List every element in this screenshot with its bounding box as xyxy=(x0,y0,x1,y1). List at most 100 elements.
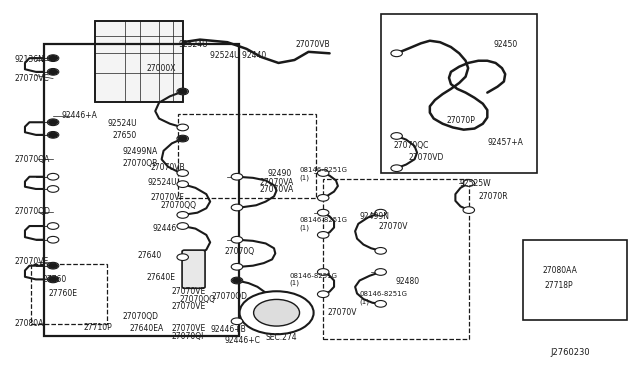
Text: 27070QB: 27070QB xyxy=(122,158,157,167)
Text: 92450: 92450 xyxy=(493,40,518,49)
Text: 92490: 92490 xyxy=(268,169,292,177)
Circle shape xyxy=(49,120,58,125)
Text: 27070V: 27070V xyxy=(379,221,408,231)
Text: 27070V: 27070V xyxy=(328,308,357,317)
Circle shape xyxy=(391,50,403,57)
Circle shape xyxy=(375,247,387,254)
FancyBboxPatch shape xyxy=(182,250,205,288)
Circle shape xyxy=(47,119,59,126)
Circle shape xyxy=(49,55,58,61)
Text: J2760230: J2760230 xyxy=(550,347,589,356)
Text: 27070P: 27070P xyxy=(447,116,476,125)
Circle shape xyxy=(177,88,188,95)
Text: 27760: 27760 xyxy=(42,275,67,284)
Circle shape xyxy=(49,263,58,268)
Text: 08146-8251G
(1): 08146-8251G (1) xyxy=(300,217,348,231)
Circle shape xyxy=(47,68,59,75)
Circle shape xyxy=(391,133,403,139)
Circle shape xyxy=(231,236,243,243)
Circle shape xyxy=(47,55,59,61)
Text: 27070VE: 27070VE xyxy=(172,287,206,296)
Circle shape xyxy=(375,301,387,307)
Circle shape xyxy=(177,181,188,187)
Circle shape xyxy=(232,278,241,283)
Text: 27070VE: 27070VE xyxy=(172,324,206,333)
Text: 27070QA: 27070QA xyxy=(15,155,50,164)
Circle shape xyxy=(49,69,58,74)
Text: 27070VE: 27070VE xyxy=(15,257,49,266)
Circle shape xyxy=(47,132,59,138)
Circle shape xyxy=(177,170,188,176)
Text: 92446: 92446 xyxy=(153,224,177,233)
Text: 27760E: 27760E xyxy=(49,289,77,298)
Circle shape xyxy=(317,291,329,298)
Bar xyxy=(95,21,183,102)
Circle shape xyxy=(231,173,243,180)
Circle shape xyxy=(231,277,243,284)
Text: 92525W: 92525W xyxy=(460,179,491,187)
Circle shape xyxy=(463,180,474,186)
Text: 92499N: 92499N xyxy=(360,212,390,221)
Circle shape xyxy=(177,223,188,230)
Circle shape xyxy=(47,223,59,230)
Text: 27070VB: 27070VB xyxy=(296,40,330,49)
Text: SEC.274: SEC.274 xyxy=(266,333,298,342)
Circle shape xyxy=(375,269,387,275)
Circle shape xyxy=(317,195,329,201)
Circle shape xyxy=(317,269,329,275)
Text: 27070QQ: 27070QQ xyxy=(179,295,216,304)
Text: 92524U: 92524U xyxy=(178,40,208,49)
Text: 92136N: 92136N xyxy=(15,55,45,64)
Text: 27070QD: 27070QD xyxy=(122,312,158,321)
Text: 27070VB: 27070VB xyxy=(151,163,186,172)
Circle shape xyxy=(253,299,300,326)
Text: 27070QQ: 27070QQ xyxy=(161,201,196,210)
Circle shape xyxy=(317,209,329,216)
Text: 92524U: 92524U xyxy=(108,119,137,128)
Text: 27640: 27640 xyxy=(138,251,163,260)
Text: 92524U: 92524U xyxy=(148,178,177,187)
Text: 92499NA: 92499NA xyxy=(122,147,157,156)
Text: 92446+B: 92446+B xyxy=(210,325,246,334)
Circle shape xyxy=(177,212,188,218)
Text: 08146-8251G
(1): 08146-8251G (1) xyxy=(300,167,348,181)
Bar xyxy=(95,21,183,102)
Text: 27070QC: 27070QC xyxy=(394,141,429,151)
Text: 27070QD: 27070QD xyxy=(211,292,248,301)
Bar xyxy=(178,115,316,198)
Text: 27650: 27650 xyxy=(113,131,137,141)
Text: 27070Q: 27070Q xyxy=(224,247,254,256)
Bar xyxy=(31,264,107,324)
Circle shape xyxy=(49,277,58,282)
Text: 92457+A: 92457+A xyxy=(487,138,523,147)
Text: 92524U 92440: 92524U 92440 xyxy=(210,51,266,60)
Text: 27080A: 27080A xyxy=(15,320,44,328)
Text: 92446+C: 92446+C xyxy=(224,336,260,346)
Circle shape xyxy=(178,136,187,141)
Text: 08146-8251G
(1): 08146-8251G (1) xyxy=(360,291,408,305)
Text: 27070VC: 27070VC xyxy=(15,74,49,83)
Circle shape xyxy=(463,207,474,214)
Bar xyxy=(323,179,468,339)
Bar xyxy=(95,21,183,102)
Circle shape xyxy=(231,263,243,270)
Text: 27640EA: 27640EA xyxy=(130,324,164,333)
Circle shape xyxy=(178,89,187,94)
Text: 27070VD: 27070VD xyxy=(408,153,444,161)
Circle shape xyxy=(177,124,188,131)
Text: 27710P: 27710P xyxy=(84,323,113,332)
Circle shape xyxy=(239,291,314,334)
Circle shape xyxy=(47,173,59,180)
Circle shape xyxy=(47,276,59,283)
Text: 27070QI: 27070QI xyxy=(172,331,204,341)
Circle shape xyxy=(47,186,59,192)
Text: 27070VA: 27070VA xyxy=(259,185,294,194)
Text: 08146-8251G
(1): 08146-8251G (1) xyxy=(289,273,337,286)
Circle shape xyxy=(317,170,329,176)
Circle shape xyxy=(47,236,59,243)
Circle shape xyxy=(177,135,188,142)
Circle shape xyxy=(375,209,387,216)
Circle shape xyxy=(177,254,188,260)
Text: 92480: 92480 xyxy=(396,277,419,286)
Circle shape xyxy=(47,262,59,269)
